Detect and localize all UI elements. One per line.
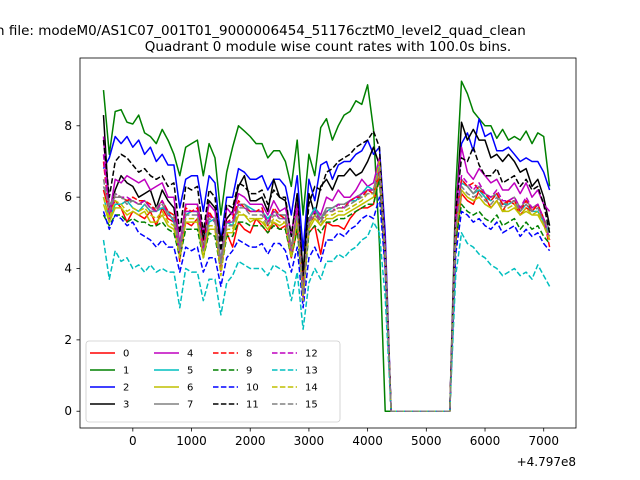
legend-label-3: 3 [123, 400, 129, 411]
y-tick-label-2: 2 [64, 333, 72, 347]
legend-label-6: 6 [187, 383, 193, 394]
series-line-2 [102, 117, 551, 412]
legend-label-14: 14 [305, 383, 318, 394]
ticks-layer: 0 1000 2000 3000 4000 5000 6000 7000 0 2 4 6 8 [64, 119, 559, 448]
legend-label-15: 15 [305, 400, 318, 411]
x-tick-label-5000: 5000 [411, 434, 442, 448]
file-title: In file: modeM0/AS1C07_001T01_9000006454… [0, 23, 526, 39]
axes-frame [79, 57, 577, 429]
legend-label-13: 13 [305, 366, 318, 377]
x-tick-label-3000: 3000 [294, 434, 325, 448]
x-offset-label: +4.797e8 [517, 455, 576, 469]
legend-frame [85, 340, 341, 423]
legend-label-9: 9 [246, 366, 252, 377]
x-tick-label-7000: 7000 [528, 434, 559, 448]
y-tick-label-4: 4 [64, 262, 72, 276]
series-line-10 [102, 196, 551, 412]
legend-label-11: 11 [246, 400, 259, 411]
x-tick-label-4000: 4000 [352, 434, 383, 448]
y-tick-label-0: 0 [64, 404, 72, 418]
legend-label-8: 8 [246, 349, 252, 360]
series-line-9 [102, 178, 551, 412]
series-line-13 [102, 221, 551, 412]
x-tick-label-0: 0 [129, 434, 137, 448]
legend-label-4: 4 [187, 349, 193, 360]
series-line-1 [102, 80, 551, 412]
legend-label-1: 1 [123, 366, 129, 377]
series-line-11 [102, 130, 551, 412]
series-line-15 [102, 167, 551, 412]
y-tick-label-8: 8 [64, 119, 72, 133]
x-tick-label-6000: 6000 [470, 434, 501, 448]
series-line-12 [102, 154, 551, 412]
legend-label-5: 5 [187, 366, 193, 377]
series-line-3 [102, 115, 551, 412]
y-tick-label-6: 6 [64, 190, 72, 204]
x-tick-label-2000: 2000 [235, 434, 266, 448]
legend-label-12: 12 [305, 349, 318, 360]
legend-label-2: 2 [123, 383, 129, 394]
series-layer [102, 80, 551, 412]
chart-title: Quadrant 0 module wise count rates with … [145, 39, 511, 55]
x-tick-label-1000: 1000 [176, 434, 207, 448]
legend-label-0: 0 [123, 349, 129, 360]
legend-label-7: 7 [187, 400, 193, 411]
legend-label-10: 10 [246, 383, 259, 394]
